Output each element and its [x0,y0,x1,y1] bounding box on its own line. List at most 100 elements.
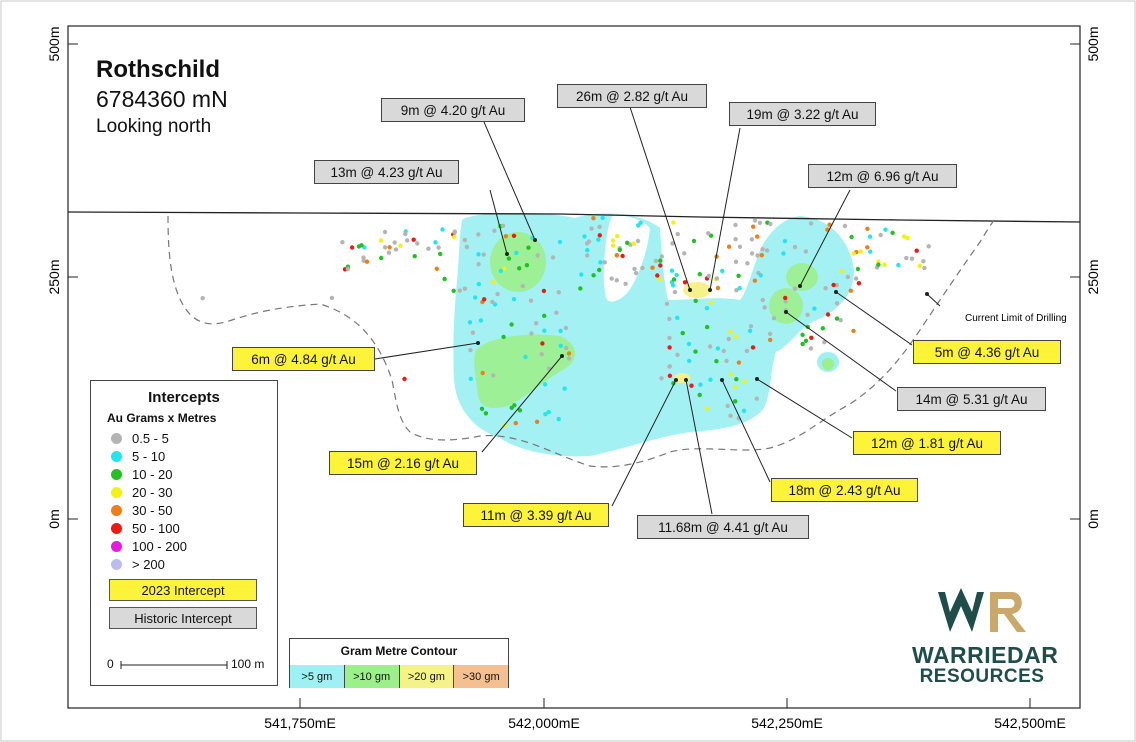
drill-intercept-dot [667,335,672,341]
drill-intercept-dot [805,312,810,317]
drill-intercept-dot [803,249,809,254]
drill-intercept-dot [558,343,563,348]
drill-intercept-dot [708,300,714,305]
drill-intercept-dot [379,255,384,261]
drill-intercept-dot [760,297,765,303]
legend-dot-icon [111,522,122,534]
drill-intercept-dot [558,328,563,334]
drill-intercept-dot [539,352,544,357]
drill-intercept-dot [754,396,759,401]
drill-intercept-dot [755,234,760,239]
drill-intercept-dot [543,412,548,417]
drill-intercept-dot [725,403,730,409]
drill-intercept-dot [803,338,809,343]
drill-intercept-dot [689,383,694,388]
drill-intercept-dot [672,289,678,295]
drill-intercept-dot [834,301,840,306]
drill-intercept-dot [741,408,747,413]
drill-intercept-dot [856,281,862,286]
drill-intercept-dot [517,408,523,413]
drill-intercept-dot [617,247,622,253]
drill-intercept-dot [724,358,729,364]
drill-intercept-dot [728,329,733,334]
section-title-block: Rothschild 6784360 mN Looking north [96,56,228,137]
drill-intercept-dot [704,306,710,311]
drill-intercept-dot [591,273,596,278]
drill-intercept-dot [438,251,443,257]
drill-intercept-dot [768,221,773,227]
legend-item: 30 - 50 [111,501,277,519]
drill-intercept-dot [733,334,739,339]
drill-intercept-dot [715,346,721,351]
drill-intercept-dot [541,288,547,294]
drill-intercept-dot [398,243,403,248]
drill-intercept-dot [792,244,798,250]
drill-intercept-dot [476,252,481,257]
warriedar-logo-icon [938,588,1026,632]
drill-intercept-dot [540,341,545,346]
intercepts-legend: Intercepts Au Grams x Metres 0.5 - 5 5 - … [90,380,278,686]
drill-intercept-dot [495,291,500,297]
drill-intercept-dot [467,320,473,325]
drill-intercept-dot [457,288,462,293]
drill-intercept-dot [633,270,639,276]
drill-intercept-dot [822,340,827,345]
contour-legend-cell: >5 gm [290,665,344,688]
drill-intercept-dot [704,324,710,330]
drill-intercept-dot [526,245,531,250]
drill-intercept-dot [823,286,828,291]
y-right-label-500: 500m [1085,26,1101,61]
drill-intercept-dot [674,272,679,278]
drill-intercept-dot [585,253,590,258]
drill-intercept-dot [876,259,881,264]
drill-intercept-dot [827,222,832,227]
legend-subtitle: Au Grams x Metres [107,411,217,425]
legend-historic-intercept: Historic Intercept [109,607,257,629]
drill-intercept-dot [865,226,870,231]
contour-10gm [474,232,834,409]
drill-intercept-dot [762,305,767,310]
callout-12m-181-2023: 12m @ 1.81 g/t Au [853,431,1001,455]
drill-intercept-dot [675,315,680,320]
drill-intercept-dot [628,242,633,247]
drill-intercept-dot [706,273,711,279]
callout-15m-2023: 15m @ 2.16 g/t Au [329,451,477,475]
drill-intercept-dot [470,330,476,335]
x-label-541750: 541,750mE [264,715,336,731]
drill-intercept-dot [596,237,601,242]
contour-legend-cell: >10 gm [343,665,399,688]
scale-end: 100 m [231,657,265,671]
drill-intercept-dot [476,281,481,287]
deposit-name: Rothschild [96,56,220,83]
drill-intercept-dot [378,238,384,243]
drill-intercept-dot [361,258,366,263]
y-left-label-500: 500m [46,26,62,61]
drill-intercept-dot [462,237,468,243]
drill-intercept-dot [635,238,641,244]
drill-intercept-dot [502,266,507,271]
drill-intercept-dot [733,222,738,228]
drill-intercept-dot [720,268,725,274]
drill-intercept-dot [669,268,675,273]
legend-item-label: 10 - 20 [132,466,173,482]
drill-intercept-dot [517,266,522,271]
drill-intercept-dot [909,256,915,261]
drill-intercept-dot [349,245,355,250]
drill-intercept-dot [783,295,788,301]
drill-intercept-dot [745,261,750,266]
drill-intercept-dot [597,233,602,238]
drill-intercept-dot [476,232,481,237]
drill-intercept-dot [412,254,417,259]
drill-intercept-dot [737,244,743,249]
drill-intercept-dot [620,253,625,259]
legend-item: 100 - 200 [111,537,277,555]
drill-intercept-dot [503,234,509,239]
drill-intercept-dot [736,360,742,365]
callout-6m-2023: 6m @ 4.84 g/t Au [232,347,375,371]
drill-intercept-dot [582,234,587,239]
drill-intercept-dot [345,266,351,271]
drill-intercept-dot [609,276,614,281]
drill-intercept-dot [598,260,603,265]
drill-intercept-dot [492,302,498,307]
drill-intercept-dot [506,256,512,261]
